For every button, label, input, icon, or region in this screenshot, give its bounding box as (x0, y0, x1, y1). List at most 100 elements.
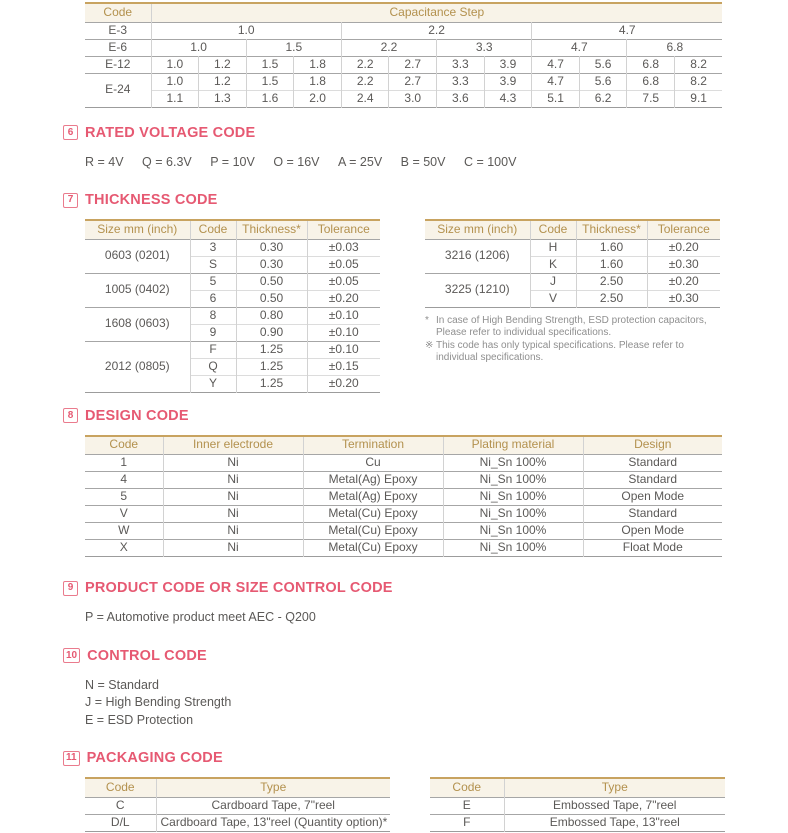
table-header-row: Code Type (430, 778, 725, 797)
table-header-row: Size mm (inch) Code Thickness* Tolerance (85, 220, 380, 239)
voltage-code-item: R = 4V (85, 154, 124, 169)
capacitance-value-cell: 3.6 (436, 90, 485, 107)
inner-electrode-cell: Ni (163, 505, 304, 523)
column-header-code: Code (85, 435, 164, 455)
code-cell: J (530, 273, 577, 290)
capacitance-value-cell: 5.6 (579, 73, 628, 90)
capacitance-value-cell: 6.2 (579, 90, 628, 107)
table-row: 9 0.90 ±0.10 (85, 324, 380, 341)
section-number-badge: 6 (63, 125, 78, 140)
capacitance-value-cell: 1.0 (151, 73, 200, 90)
table-row-e3: E-3 1.0 2.2 4.7 (85, 22, 723, 39)
tolerance-cell: ±0.30 (668, 290, 699, 305)
voltage-code-item: Q = 6.3V (142, 154, 192, 169)
section-number-badge: 10 (63, 648, 81, 663)
section-title: THICKNESS CODE (85, 192, 218, 208)
thickness-table-left: Size mm (inch) Code Thickness* Tolerance… (85, 219, 380, 393)
capacitance-value-cell: 1.5 (246, 39, 342, 56)
table-row: 3216 (1206) H 1.60 ±0.20 (425, 239, 720, 273)
capacitance-value-cell: 4.7 (531, 39, 628, 56)
voltage-code-item: B = 50V (400, 154, 446, 169)
termination-cell: Metal(Cu) Epoxy (303, 505, 444, 523)
code-cell: 8 (190, 307, 237, 324)
size-cell: 1005 (0402) (85, 273, 191, 307)
capacitance-value-cell: 1.2 (198, 73, 247, 90)
column-header-code: Code (530, 220, 577, 239)
column-header-thickness: Thickness* (236, 220, 308, 239)
table-row: 5 Ni Metal(Ag) Epoxy Ni_Sn 100% Open Mod… (85, 488, 722, 506)
tolerance-cell: ±0.20 (328, 375, 359, 390)
row-label: E-6 (85, 39, 152, 56)
table-row: D/L Cardboard Tape, 13"reel (Quantity op… (85, 814, 390, 831)
table-row: V 2.50 ±0.30 (425, 290, 720, 307)
inner-electrode-cell: Ni (163, 539, 304, 557)
code-cell: F (430, 814, 505, 831)
table-row: W Ni Metal(Cu) Epoxy Ni_Sn 100% Open Mod… (85, 522, 722, 540)
capacitance-value-cell: 5.6 (579, 56, 628, 73)
rated-voltage-codes-line: R = 4V Q = 6.3V P = 10V O = 16V A = 25V … (85, 154, 722, 172)
column-header-type: Type (504, 778, 725, 797)
capacitance-value-cell: 1.0 (151, 39, 247, 56)
capacitance-value-cell: 8.2 (690, 73, 707, 88)
tolerance-cell: ±0.20 (668, 273, 699, 288)
table-row: 0603 (0201) 3 0.30 ±0.03 (85, 239, 380, 273)
footnote: ※ This code has only typical specificatio… (425, 340, 725, 365)
thickness-table-right: Size mm (inch) Code Thickness* Tolerance… (425, 219, 720, 308)
thickness-cell: 1.25 (236, 375, 308, 392)
table-row: F Embossed Tape, 13"reel (430, 814, 725, 831)
size-cell: 3216 (1206) (425, 239, 531, 273)
code-cell: Q (190, 358, 237, 375)
code-cell: 1 (85, 454, 164, 472)
table-row: V Ni Metal(Cu) Epoxy Ni_Sn 100% Standard (85, 505, 722, 523)
table-row: 3225 (1210) J 2.50 ±0.20 (425, 273, 720, 307)
section-number-badge: 9 (63, 580, 78, 596)
code-cell: E (430, 797, 505, 814)
size-cell: 1608 (0603) (85, 307, 191, 341)
column-header-plating-material: Plating material (443, 435, 584, 455)
thickness-cell: 1.60 (576, 239, 648, 256)
row-label: E-3 (85, 22, 152, 39)
design-cell: Standard (628, 472, 678, 487)
capacitance-value-cell: 1.0 (151, 22, 342, 39)
size-cell: 2012 (0805) (85, 341, 191, 392)
capacitance-value-cell: 3.3 (436, 56, 485, 73)
code-cell: X (85, 539, 164, 557)
termination-cell: Metal(Cu) Epoxy (303, 522, 444, 540)
section-heading-control-code: 10 CONTROL CODE (63, 648, 788, 664)
size-cell: 3225 (1210) (425, 273, 531, 307)
column-header-tolerance: Tolerance (307, 220, 380, 239)
voltage-code-item: C = 100V (463, 154, 517, 169)
table-row-e24-1: E-24 1.0 1.2 1.5 1.8 2.2 2.7 3.3 3.9 4.7… (85, 73, 723, 107)
tolerance-cell: ±0.30 (668, 256, 699, 271)
section-heading-design: 8 DESIGN CODE (63, 408, 788, 424)
section-heading-rated-voltage: 6 RATED VOLTAGE CODE (63, 125, 788, 141)
column-header-size: Size mm (inch) (425, 220, 531, 239)
column-header-capacitance-step: Capacitance Step (151, 3, 723, 22)
capacitance-value-cell: 3.3 (436, 73, 485, 90)
row-label: E-12 (85, 56, 152, 73)
footnote-marker: ※ (425, 339, 434, 351)
column-header-inner-electrode: Inner electrode (163, 435, 304, 455)
capacitance-value-cell: 6.8 (626, 56, 676, 73)
capacitance-value-cell: 2.7 (388, 56, 438, 73)
capacitance-value-cell: 1.3 (198, 90, 247, 107)
code-cell: 5 (85, 488, 164, 506)
table-row: 1608 (0603) 8 0.80 ±0.10 (85, 307, 380, 341)
code-cell: W (85, 522, 164, 540)
termination-cell: Metal(Cu) Epoxy (303, 539, 444, 557)
capacitance-value-cell: 2.2 (341, 73, 390, 90)
column-header-code: Code (85, 3, 152, 22)
capacitance-value-cell: 2.2 (341, 39, 438, 56)
capacitance-value-cell: 4.7 (531, 56, 580, 73)
section-title: PACKAGING CODE (86, 750, 223, 766)
design-cell: Standard (628, 455, 678, 470)
table-row: 2012 (0805) F 1.25 ±0.10 (85, 341, 380, 392)
column-header-tolerance: Tolerance (647, 220, 720, 239)
design-cell: Standard (628, 506, 678, 521)
plating-material-cell: Ni_Sn 100% (443, 522, 584, 540)
table-header-row: Code Inner electrode Termination Plating… (85, 435, 722, 455)
thickness-cell: 0.50 (236, 290, 308, 307)
code-cell: Y (190, 375, 237, 392)
capacitance-value-cell: 4.7 (618, 22, 636, 37)
capacitance-value-cell: 2.2 (341, 56, 390, 73)
